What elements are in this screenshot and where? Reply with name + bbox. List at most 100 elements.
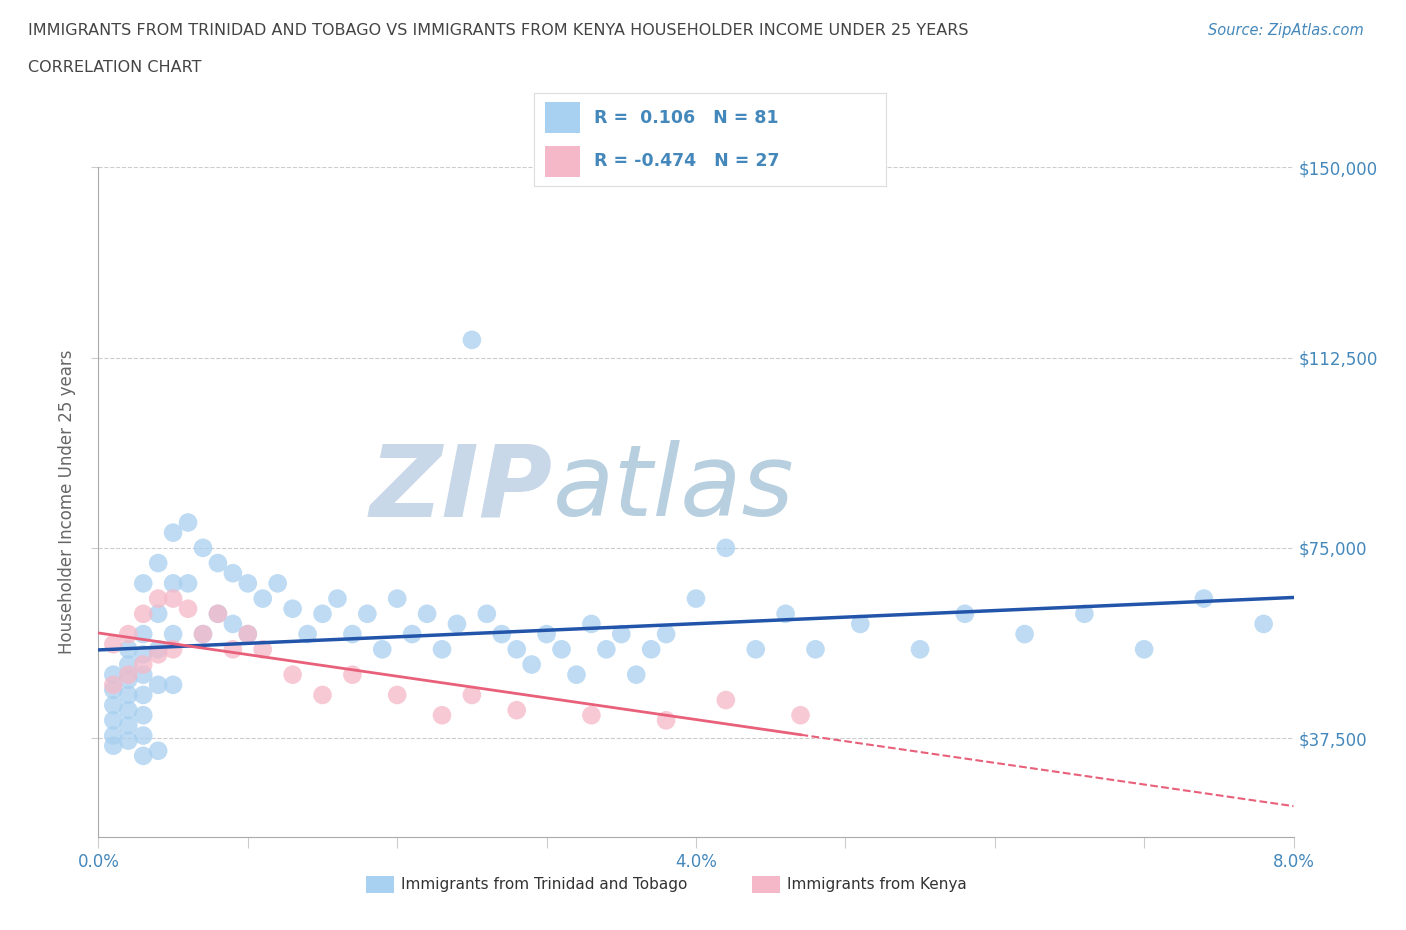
Point [148, 591, 170, 606]
Text: R = -0.474   N = 27: R = -0.474 N = 27 [593, 153, 779, 170]
Point [132, 606, 155, 621]
Point [207, 555, 229, 570]
Text: Immigrants from Kenya: Immigrants from Kenya [787, 877, 967, 892]
Text: atlas: atlas [553, 440, 794, 538]
Point [311, 687, 333, 702]
Point [1192, 591, 1215, 606]
Point [714, 540, 737, 555]
Point [191, 540, 214, 555]
Point [475, 606, 498, 621]
Y-axis label: Householder Income Under 25 years: Householder Income Under 25 years [58, 350, 76, 655]
Point [401, 627, 423, 642]
Point [117, 658, 139, 672]
Point [132, 627, 155, 642]
Point [953, 606, 976, 621]
Point [252, 642, 274, 657]
Point [416, 606, 439, 621]
Point [685, 591, 707, 606]
Point [103, 677, 125, 692]
Point [461, 332, 484, 347]
Point [103, 683, 125, 698]
Point [148, 555, 170, 570]
Point [342, 667, 364, 682]
Point [117, 627, 139, 642]
Point [236, 627, 259, 642]
Point [103, 667, 125, 682]
Point [446, 617, 468, 631]
Point [191, 627, 214, 642]
Point [148, 647, 170, 662]
Point [132, 708, 155, 723]
Point [162, 677, 184, 692]
Point [177, 576, 200, 591]
Point [148, 677, 170, 692]
Text: CORRELATION CHART: CORRELATION CHART [28, 60, 201, 75]
Point [506, 642, 529, 657]
Point [191, 627, 214, 642]
Point [581, 617, 603, 631]
Point [1014, 627, 1036, 642]
Point [1253, 617, 1275, 631]
Point [297, 627, 319, 642]
Text: IMMIGRANTS FROM TRINIDAD AND TOBAGO VS IMMIGRANTS FROM KENYA HOUSEHOLDER INCOME : IMMIGRANTS FROM TRINIDAD AND TOBAGO VS I… [28, 23, 969, 38]
Point [267, 576, 290, 591]
Point [1073, 606, 1095, 621]
Point [565, 667, 588, 682]
Point [148, 606, 170, 621]
Point [550, 642, 572, 657]
Point [222, 565, 245, 580]
Point [311, 606, 333, 621]
Point [1133, 642, 1156, 657]
Point [132, 576, 155, 591]
Point [789, 708, 811, 723]
Point [162, 576, 184, 591]
Point [506, 703, 529, 718]
Point [745, 642, 768, 657]
Point [162, 525, 184, 540]
Point [162, 642, 184, 657]
Point [117, 642, 139, 657]
Point [610, 627, 633, 642]
Point [430, 642, 453, 657]
Text: Source: ZipAtlas.com: Source: ZipAtlas.com [1208, 23, 1364, 38]
Bar [544, 146, 579, 177]
Point [342, 627, 364, 642]
Point [117, 718, 139, 733]
Point [103, 728, 125, 743]
Point [326, 591, 349, 606]
Point [281, 667, 304, 682]
Point [117, 687, 139, 702]
Point [236, 627, 259, 642]
Point [624, 667, 647, 682]
Point [385, 591, 409, 606]
Point [581, 708, 603, 723]
Point [461, 687, 484, 702]
Point [103, 698, 125, 712]
Point [207, 606, 229, 621]
Text: R =  0.106   N = 81: R = 0.106 N = 81 [593, 109, 779, 127]
Point [117, 667, 139, 682]
Point [520, 658, 543, 672]
Bar [544, 102, 579, 133]
Point [117, 703, 139, 718]
Point [252, 591, 274, 606]
Point [117, 733, 139, 748]
Point [222, 617, 245, 631]
Point [385, 687, 409, 702]
Point [103, 637, 125, 652]
Point [536, 627, 558, 642]
Point [132, 749, 155, 764]
Point [655, 713, 678, 728]
Point [132, 687, 155, 702]
Point [117, 672, 139, 687]
Point [103, 738, 125, 753]
Point [804, 642, 827, 657]
Point [132, 647, 155, 662]
Point [132, 667, 155, 682]
Point [162, 591, 184, 606]
Point [640, 642, 662, 657]
Point [908, 642, 931, 657]
Point [655, 627, 678, 642]
Point [236, 576, 259, 591]
Point [148, 743, 170, 758]
